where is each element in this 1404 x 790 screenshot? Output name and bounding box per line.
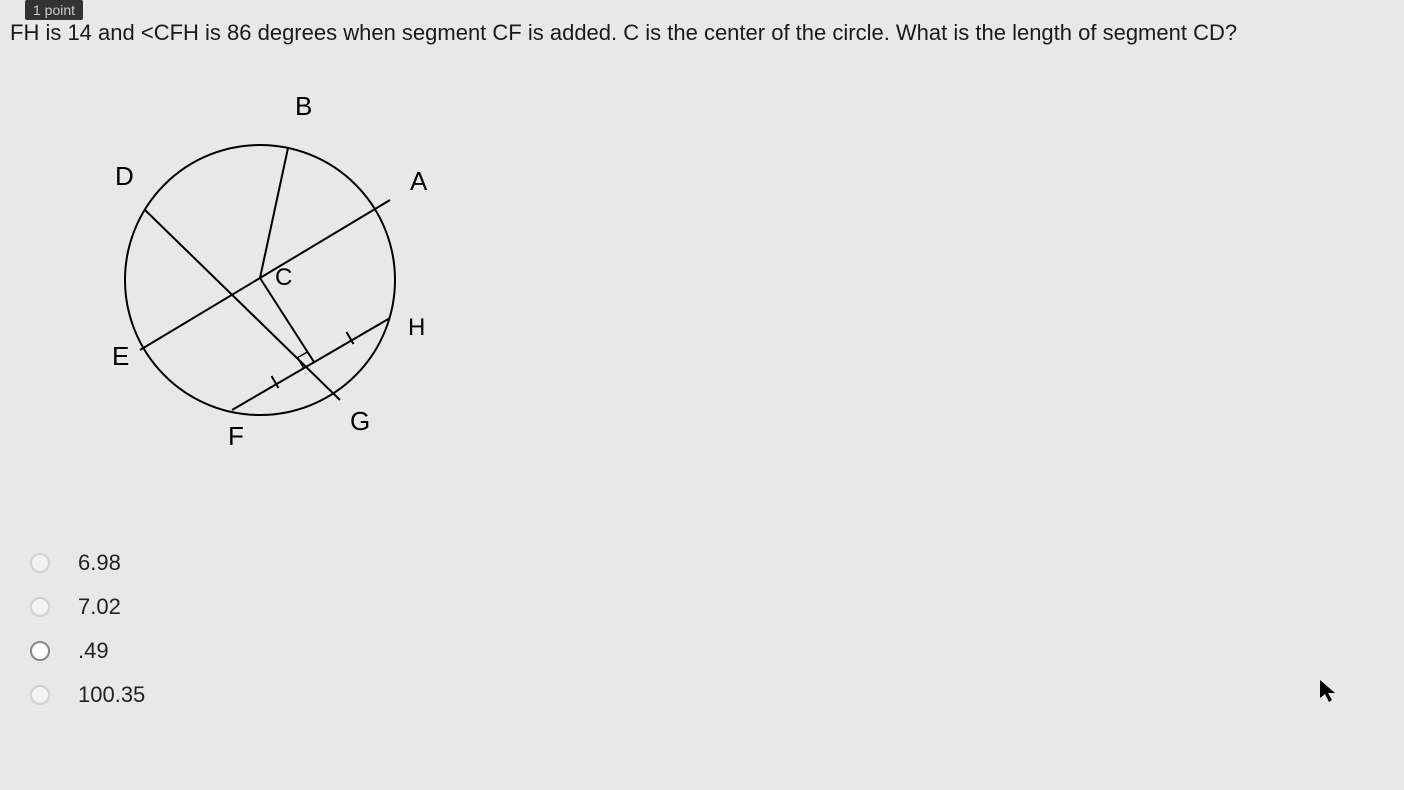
point-badge: 1 point <box>25 0 83 20</box>
option-row[interactable]: 100.35 <box>30 682 145 708</box>
option-row[interactable]: 7.02 <box>30 594 145 620</box>
radio-button[interactable] <box>30 597 50 617</box>
option-label: 7.02 <box>78 594 121 620</box>
radio-button[interactable] <box>30 685 50 705</box>
svg-text:C: C <box>275 264 292 291</box>
option-row[interactable]: .49 <box>30 638 145 664</box>
svg-text:F: F <box>228 421 244 451</box>
cursor-icon <box>1320 680 1338 708</box>
svg-text:E: E <box>112 341 129 371</box>
option-label: 6.98 <box>78 550 121 576</box>
answer-options: 6.98 7.02 .49 100.35 <box>30 550 145 726</box>
option-row[interactable]: 6.98 <box>30 550 145 576</box>
option-label: .49 <box>78 638 109 664</box>
svg-text:B: B <box>295 91 312 121</box>
radio-button[interactable] <box>30 553 50 573</box>
svg-text:D: D <box>115 161 134 191</box>
radio-button[interactable] <box>30 641 50 661</box>
option-label: 100.35 <box>78 682 145 708</box>
question-text: FH is 14 and <CFH is 86 degrees when seg… <box>10 20 1237 46</box>
geometry-diagram: B D A C H E G F <box>50 80 470 480</box>
svg-text:H: H <box>408 314 425 341</box>
svg-text:G: G <box>350 406 370 436</box>
svg-text:A: A <box>410 166 428 196</box>
circle-diagram-svg: B D A C H E G F <box>50 80 470 480</box>
